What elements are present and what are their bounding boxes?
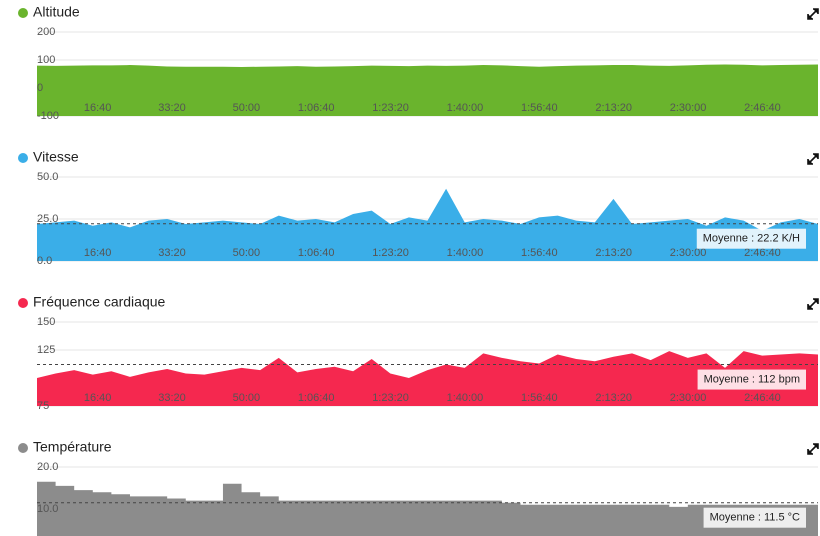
area bbox=[37, 481, 818, 536]
x-tick-label: 1:23:20 bbox=[372, 392, 409, 404]
x-tick-label: 16:40 bbox=[84, 392, 112, 404]
chart-title: Température bbox=[33, 439, 112, 455]
average-badge: Moyenne : 112 bpm bbox=[697, 369, 806, 390]
legend-dot bbox=[18, 298, 28, 308]
y-tick-label: 100 bbox=[37, 54, 55, 66]
x-tick-label: 33:20 bbox=[158, 102, 186, 114]
expand-icon[interactable] bbox=[807, 8, 819, 455]
x-tick-label: 2:30:00 bbox=[670, 102, 707, 114]
area bbox=[37, 64, 818, 116]
y-tick-label: 75 bbox=[37, 400, 49, 412]
x-tick-label: 1:56:40 bbox=[521, 392, 558, 404]
x-tick-label: 1:06:40 bbox=[298, 102, 335, 114]
y-tick-label: 200 bbox=[37, 26, 55, 38]
chart-title: Altitude bbox=[33, 4, 80, 20]
x-tick-label: 2:46:40 bbox=[744, 102, 781, 114]
x-tick-label: 2:30:00 bbox=[670, 392, 707, 404]
y-tick-label: -100 bbox=[37, 110, 59, 122]
average-label: Moyenne : 112 bpm bbox=[704, 373, 800, 385]
y-tick-label: 125 bbox=[37, 344, 55, 356]
x-tick-label: 50:00 bbox=[233, 102, 261, 114]
x-tick-label: 2:13:20 bbox=[595, 247, 632, 259]
x-tick-label: 1:40:00 bbox=[447, 392, 484, 404]
chart-title: Vitesse bbox=[33, 149, 79, 165]
x-tick-label: 33:20 bbox=[158, 247, 186, 259]
y-tick-label: 50.0 bbox=[37, 171, 58, 183]
x-tick-label: 1:06:40 bbox=[298, 247, 335, 259]
x-tick-label: 16:40 bbox=[84, 102, 112, 114]
x-tick-label: 2:46:40 bbox=[744, 247, 781, 259]
legend-dot bbox=[18, 153, 28, 163]
x-tick-label: 16:40 bbox=[84, 247, 112, 259]
area bbox=[37, 188, 818, 261]
x-tick-label: 50:00 bbox=[233, 392, 261, 404]
legend-dot bbox=[18, 8, 28, 18]
y-tick-label: 20.0 bbox=[37, 461, 58, 473]
y-tick-label: 0 bbox=[37, 82, 43, 94]
average-label: Moyenne : 22.2 K/H bbox=[703, 233, 800, 245]
area bbox=[37, 351, 818, 406]
y-tick-label: 150 bbox=[37, 316, 55, 328]
average-badge: Moyenne : 11.5 °C bbox=[703, 507, 806, 528]
average-box bbox=[703, 507, 806, 528]
x-tick-label: 1:23:20 bbox=[372, 247, 409, 259]
x-tick-label: 33:20 bbox=[158, 392, 186, 404]
y-tick-label: 10.0 bbox=[37, 503, 58, 515]
x-tick-label: 2:30:00 bbox=[670, 247, 707, 259]
x-tick-label: 1:56:40 bbox=[521, 247, 558, 259]
average-label: Moyenne : 11.5 °C bbox=[710, 512, 800, 524]
x-tick-label: 1:40:00 bbox=[447, 247, 484, 259]
x-tick-label: 2:13:20 bbox=[595, 102, 632, 114]
chart-title: Fréquence cardiaque bbox=[33, 294, 166, 310]
x-tick-label: 1:56:40 bbox=[521, 102, 558, 114]
x-tick-label: 2:46:40 bbox=[744, 392, 781, 404]
x-tick-label: 1:06:40 bbox=[298, 392, 335, 404]
legend-dot bbox=[18, 443, 28, 453]
y-tick-label: 25.0 bbox=[37, 213, 58, 225]
x-tick-label: 50:00 bbox=[233, 247, 261, 259]
average-box bbox=[696, 228, 806, 249]
average-box bbox=[697, 369, 806, 390]
x-tick-label: 1:23:20 bbox=[372, 102, 409, 114]
x-tick-label: 1:40:00 bbox=[447, 102, 484, 114]
average-badge: Moyenne : 22.2 K/H bbox=[696, 228, 806, 249]
y-tick-label: 0.0 bbox=[37, 255, 52, 267]
x-tick-label: 2:13:20 bbox=[595, 392, 632, 404]
